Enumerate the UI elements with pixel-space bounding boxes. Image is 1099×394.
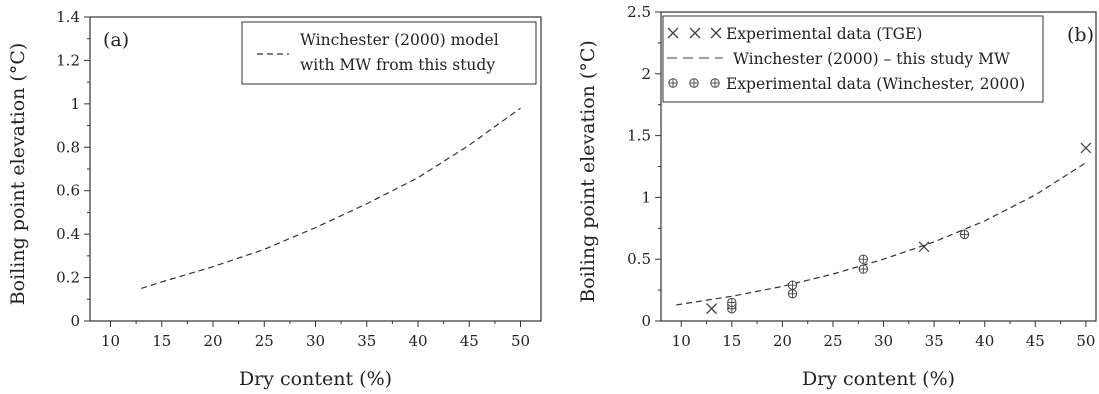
y-tick-label: 0.2: [56, 269, 80, 287]
y-tick-label: 1: [641, 188, 651, 206]
x-axis-label: Dry content (%): [802, 368, 955, 390]
legend-entry: with MW from this study: [300, 56, 495, 74]
legend-entry: Winchester (2000) model: [300, 31, 499, 49]
circle-plus-marker: [727, 297, 737, 308]
x-axis-label: Dry content (%): [239, 368, 392, 390]
x-marker-stroke: [918, 241, 930, 253]
legend-box: [662, 15, 1044, 103]
x-marker: [706, 303, 718, 315]
y-axis-label: Boiling point elevation (°C): [577, 40, 599, 303]
y-tick-label: 2: [641, 65, 651, 83]
x-tick-label: 50: [511, 332, 530, 350]
x-tick-label: 40: [408, 332, 427, 350]
legend-entry: Experimental data (Winchester, 2000): [726, 75, 1025, 93]
x-tick-label: 35: [925, 332, 944, 350]
legend-x-marker: [667, 27, 679, 39]
x-tick-label: 50: [1076, 332, 1095, 350]
x-tick-label: 20: [203, 332, 222, 350]
dashed-series-line: [141, 107, 521, 290]
y-tick-label: 0.5: [627, 250, 651, 268]
x-marker: [918, 241, 930, 253]
dashed-series-line: [676, 162, 1087, 306]
x-tick-label: 45: [1026, 332, 1045, 350]
x-tick-label: 25: [255, 332, 274, 350]
y-tick-label: 2.5: [627, 3, 651, 21]
x-tick-label: 35: [357, 332, 376, 350]
x-tick-label: 25: [823, 332, 842, 350]
circle-plus-marker: [959, 229, 970, 240]
x-tick-label: 30: [306, 332, 325, 350]
x-tick-label: 15: [722, 332, 741, 350]
y-tick-label: 1.2: [56, 51, 80, 69]
panel-label: (a): [103, 29, 129, 51]
legend-x-marker: [710, 27, 722, 39]
legend-x-marker: [689, 27, 701, 39]
y-tick-label: 0.6: [56, 182, 80, 200]
y-tick-label: 1: [70, 95, 80, 113]
x-tick-label: 40: [975, 332, 994, 350]
x-tick-label: 30: [874, 332, 893, 350]
x-marker-stroke: [706, 303, 718, 315]
y-tick-label: 0: [641, 312, 651, 330]
y-tick-label: 1.4: [56, 8, 80, 26]
x-tick-label: 45: [460, 332, 479, 350]
circle-plus-marker: [858, 254, 869, 264]
y-tick-label: 1.5: [627, 127, 651, 145]
x-marker: [1080, 142, 1092, 154]
x-tick-label: 10: [101, 332, 120, 350]
legend: Winchester (2000) model with MW from this…: [241, 21, 537, 85]
panel-label: (b): [1067, 24, 1094, 46]
y-tick-label: 0.8: [56, 138, 80, 156]
circle-plus-marker: [787, 280, 798, 290]
x-marker-stroke: [1080, 142, 1092, 154]
circle-plus-marker: [787, 289, 798, 299]
legend: Experimental data (TGE) Winchester (2000)…: [662, 15, 1044, 103]
chart-panel-b: 10 15 20 25 30 35 40 45 50 0 0.5 1 1.5 2 2.5 Dry conten…: [577, 3, 1097, 390]
y-axis-label: Boiling point elevation (°C): [7, 43, 29, 306]
y-tick-label: 0.4: [56, 225, 80, 243]
legend-entry: Experimental data (TGE): [726, 25, 922, 43]
legend-entry: Winchester (2000) – this study MW: [733, 50, 1010, 68]
chart-panel-a: 10 15 20 25 30 35 40 45 50 0 0.2 0.4 0.6 0.8 1 1.2 1.4 Dr…: [7, 8, 542, 390]
y-tick-label: 0: [70, 312, 80, 330]
circle-plus-marker: [858, 264, 869, 274]
x-tick-label: 15: [152, 332, 171, 350]
x-tick-label: 10: [672, 332, 691, 350]
legend-box: [241, 21, 537, 85]
x-tick-label: 20: [773, 332, 792, 350]
